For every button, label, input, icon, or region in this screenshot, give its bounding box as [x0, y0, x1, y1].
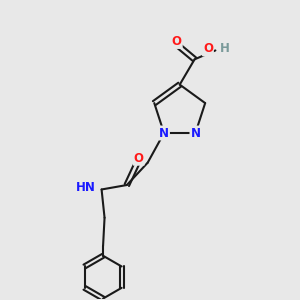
Text: HN: HN: [76, 182, 96, 194]
Text: N: N: [159, 127, 169, 140]
Text: O: O: [134, 152, 144, 165]
Text: O: O: [203, 42, 213, 56]
Text: N: N: [190, 127, 200, 140]
Text: H: H: [220, 42, 230, 56]
Text: O: O: [172, 35, 182, 48]
